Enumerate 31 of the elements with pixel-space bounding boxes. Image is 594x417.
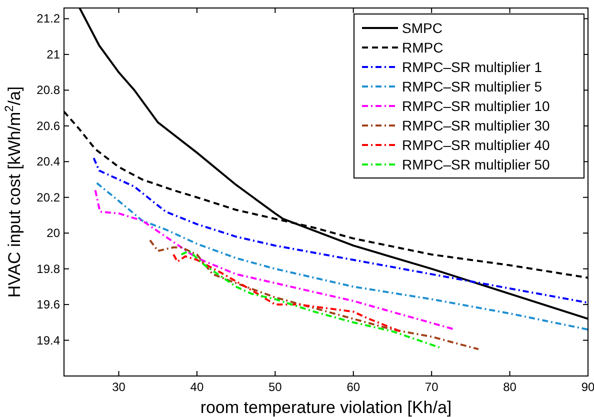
- line-series: [96, 182, 588, 331]
- x-tick-label: 30: [112, 380, 126, 394]
- y-tick-label: 19.6: [36, 298, 60, 312]
- y-tick-label: 19.4: [36, 333, 60, 348]
- line-series: [172, 254, 402, 332]
- legend-label: RMPC–SR multiplier 1: [402, 59, 542, 75]
- x-tick-label: 70: [424, 380, 439, 394]
- legend-label: SMPC: [402, 20, 442, 36]
- line-series: [180, 250, 440, 348]
- x-tick-label: 40: [190, 380, 204, 394]
- y-tick-label: 20.2: [36, 190, 60, 204]
- legend-label: RMPC–SR multiplier 10: [402, 98, 550, 114]
- legend-label: RMPC–SR multiplier 40: [402, 137, 550, 153]
- x-axis-title: room temperature violation [Kh/a]: [200, 398, 452, 417]
- x-tick-label: 60: [346, 380, 360, 394]
- x-tick-label: 90: [581, 380, 594, 394]
- y-tick-label: 21: [46, 47, 60, 62]
- x-tick-label: 50: [268, 380, 282, 394]
- legend-label: RMPC–SR multiplier 30: [402, 118, 550, 134]
- legend-label: RMPC: [402, 40, 444, 56]
- y-tick-label: 21.2: [36, 12, 60, 26]
- y-tick-label: 19.8: [36, 262, 60, 276]
- x-tick-label: 80: [503, 380, 517, 394]
- line-series: [92, 157, 588, 304]
- y-tick-label: 20.6: [36, 118, 60, 133]
- legend-label: RMPC–SR multiplier 50: [402, 156, 550, 172]
- line-series: [149, 239, 480, 350]
- y-tick-label: 20.4: [36, 154, 60, 169]
- y-tick-label: 20: [46, 226, 60, 240]
- legend-label: RMPC–SR multiplier 5: [402, 78, 542, 94]
- y-tick-label: 20.8: [36, 83, 60, 98]
